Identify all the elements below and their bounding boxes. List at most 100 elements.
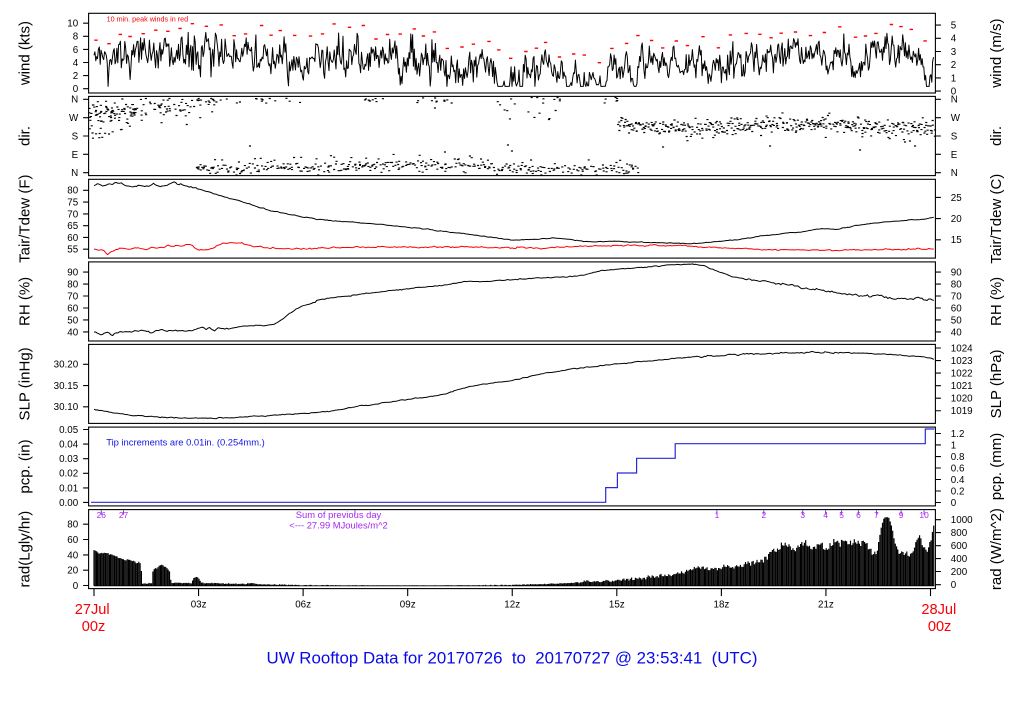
svg-text:70: 70 (67, 291, 78, 302)
svg-text:3: 3 (800, 510, 805, 520)
svg-text:80: 80 (67, 280, 78, 291)
svg-text:80: 80 (951, 280, 962, 291)
svg-text:00z: 00z (928, 619, 952, 635)
svg-text:1.2: 1.2 (951, 429, 965, 440)
svg-text:UW Rooftop Data for 20170726: UW Rooftop Data for 20170726 to 20170727… (267, 649, 758, 668)
svg-text:28Jul: 28Jul (921, 602, 956, 618)
svg-text:dir.: dir. (17, 126, 34, 146)
svg-text:60: 60 (67, 303, 78, 314)
svg-text:20: 20 (67, 566, 78, 577)
svg-text:0.4: 0.4 (951, 475, 965, 486)
svg-text:0.02: 0.02 (59, 469, 78, 480)
svg-text:1022: 1022 (951, 369, 973, 380)
svg-text:80: 80 (67, 520, 78, 531)
svg-text:pcp. (in): pcp. (in) (17, 439, 34, 493)
svg-text:30.15: 30.15 (54, 381, 79, 392)
svg-text:0: 0 (951, 580, 957, 591)
svg-text:60: 60 (67, 535, 78, 546)
svg-text:70: 70 (951, 291, 962, 302)
svg-text:70: 70 (67, 209, 78, 220)
svg-text:E: E (951, 150, 958, 161)
svg-text:Tip increments are 0.01in. (0.: Tip increments are 0.01in. (0.254mm.) (106, 437, 265, 448)
svg-text:0: 0 (73, 581, 79, 592)
svg-text:40: 40 (67, 327, 78, 338)
svg-text:S: S (951, 131, 958, 142)
svg-text:09z: 09z (400, 600, 416, 611)
svg-text:RH (%): RH (%) (17, 277, 34, 326)
svg-text:SLP (inHg): SLP (inHg) (17, 347, 34, 420)
svg-text:400: 400 (951, 554, 968, 565)
svg-text:N: N (71, 95, 78, 106)
svg-text:25: 25 (951, 193, 962, 204)
svg-text:80: 80 (67, 186, 78, 197)
svg-text:0.01: 0.01 (59, 483, 78, 494)
svg-text:50: 50 (951, 315, 962, 326)
svg-text:0.2: 0.2 (951, 486, 965, 497)
svg-text:W: W (69, 113, 79, 124)
svg-text:<--- 27.99 MJoules/m^2: <--- 27.99 MJoules/m^2 (289, 519, 387, 530)
svg-text:N: N (951, 95, 958, 106)
svg-text:N: N (951, 168, 958, 179)
svg-text:0.00: 0.00 (59, 498, 79, 509)
svg-text:SLP (hPa): SLP (hPa) (988, 349, 1005, 418)
svg-text:S: S (72, 131, 79, 142)
svg-text:40: 40 (67, 550, 78, 561)
svg-text:8: 8 (73, 32, 79, 43)
svg-text:60: 60 (67, 233, 78, 244)
svg-text:rad(Lgly/hr): rad(Lgly/hr) (17, 511, 34, 588)
svg-text:55: 55 (67, 245, 78, 256)
svg-text:800: 800 (951, 528, 968, 539)
svg-text:1000: 1000 (951, 515, 973, 526)
svg-text:15: 15 (951, 235, 962, 246)
svg-text:W: W (951, 113, 961, 124)
svg-text:21z: 21z (818, 600, 834, 611)
svg-text:5: 5 (839, 510, 844, 520)
svg-text:0: 0 (73, 84, 79, 95)
svg-text:Tair/Tdew (F): Tair/Tdew (F) (17, 175, 34, 263)
svg-text:3: 3 (951, 47, 957, 58)
svg-text:wind (kts): wind (kts) (17, 21, 34, 86)
svg-text:2: 2 (761, 510, 766, 520)
svg-text:6: 6 (73, 45, 79, 56)
svg-text:wind (m/s): wind (m/s) (988, 19, 1005, 89)
svg-text:5: 5 (951, 21, 957, 32)
svg-text:6: 6 (856, 510, 861, 520)
svg-text:0.8: 0.8 (951, 452, 965, 463)
svg-text:2: 2 (73, 71, 78, 82)
svg-text:1020: 1020 (951, 394, 973, 405)
svg-text:1021: 1021 (951, 381, 973, 392)
svg-text:27Jul: 27Jul (75, 602, 110, 618)
svg-text:75: 75 (67, 198, 78, 209)
svg-text:26: 26 (97, 510, 107, 520)
svg-text:10: 10 (67, 19, 78, 30)
svg-text:0: 0 (951, 87, 957, 98)
svg-text:0.05: 0.05 (59, 425, 79, 436)
svg-text:1: 1 (951, 440, 956, 451)
svg-text:9: 9 (899, 510, 904, 520)
svg-text:N: N (71, 168, 78, 179)
svg-text:1024: 1024 (951, 343, 973, 354)
svg-text:15z: 15z (609, 600, 625, 611)
svg-text:30.10: 30.10 (54, 402, 79, 413)
svg-text:1019: 1019 (951, 406, 973, 417)
svg-text:RH (%): RH (%) (988, 277, 1005, 326)
svg-text:06z: 06z (295, 600, 311, 611)
svg-text:pcp. (mm): pcp. (mm) (988, 433, 1005, 501)
svg-text:40: 40 (951, 327, 962, 338)
svg-text:600: 600 (951, 541, 968, 552)
svg-text:200: 200 (951, 567, 968, 578)
svg-text:65: 65 (67, 221, 78, 232)
svg-text:E: E (72, 150, 79, 161)
svg-text:0.03: 0.03 (59, 454, 79, 465)
svg-text:4: 4 (823, 510, 828, 520)
svg-text:2: 2 (951, 60, 956, 71)
svg-text:0.6: 0.6 (951, 463, 965, 474)
svg-text:10 min. peak winds in red: 10 min. peak winds in red (107, 14, 189, 23)
svg-text:03z: 03z (191, 600, 207, 611)
svg-text:4: 4 (73, 58, 79, 69)
svg-text:dir.: dir. (988, 126, 1005, 146)
svg-text:90: 90 (951, 268, 962, 279)
svg-text:0: 0 (951, 498, 957, 509)
svg-text:18z: 18z (714, 600, 730, 611)
svg-text:30.20: 30.20 (54, 360, 79, 371)
